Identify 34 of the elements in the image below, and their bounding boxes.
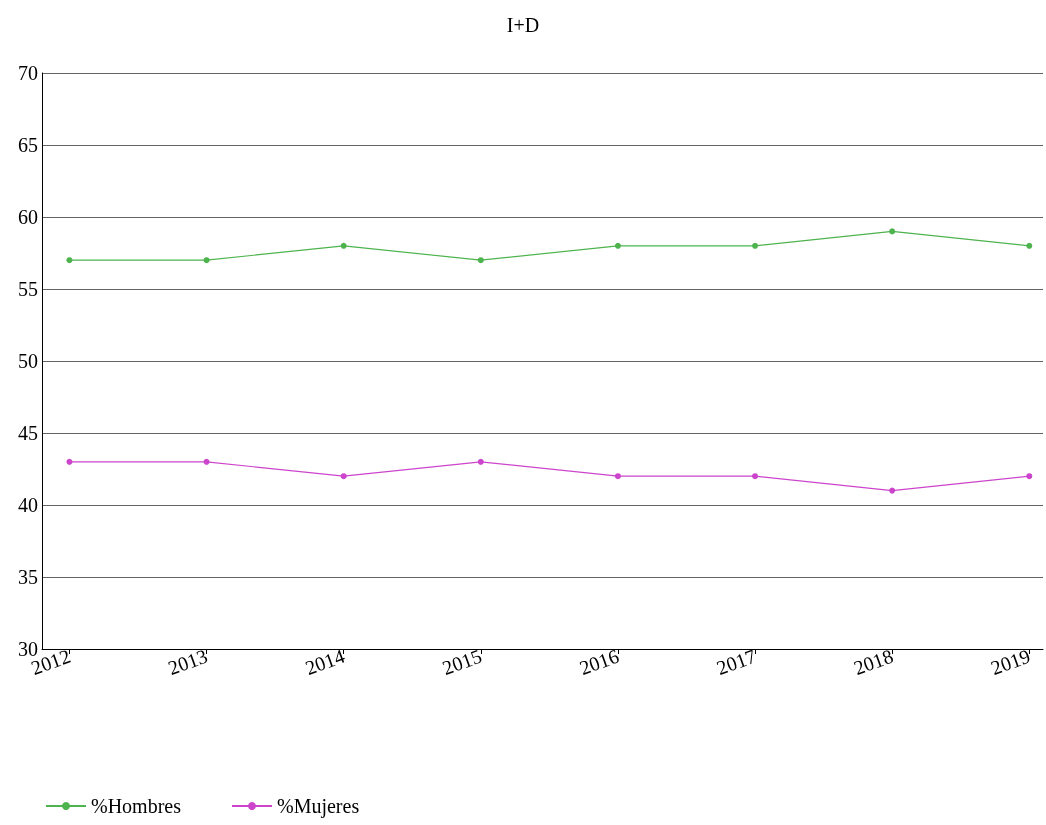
point bbox=[614, 242, 621, 249]
point bbox=[203, 257, 210, 264]
x-tick-label: 2013 bbox=[165, 644, 211, 680]
point bbox=[66, 257, 73, 264]
point bbox=[340, 473, 347, 480]
legend-label: %Hombres bbox=[91, 795, 182, 817]
point bbox=[752, 473, 759, 480]
point bbox=[614, 473, 621, 480]
x-tick-label: 2018 bbox=[850, 644, 896, 680]
x-tick-label: 2019 bbox=[987, 644, 1034, 680]
point bbox=[203, 458, 210, 465]
point bbox=[477, 458, 484, 465]
y-tick-label: 35 bbox=[18, 566, 38, 588]
y-tick-label: 65 bbox=[18, 134, 38, 156]
point bbox=[66, 458, 73, 465]
point bbox=[1026, 473, 1033, 480]
y-tick-label: 45 bbox=[18, 422, 38, 444]
y-tick-label: 60 bbox=[18, 206, 38, 228]
legend-label: %Mujeres bbox=[276, 795, 360, 818]
point bbox=[477, 257, 484, 264]
point bbox=[340, 242, 347, 249]
point bbox=[889, 228, 896, 235]
x-tick-label: 2017 bbox=[713, 644, 759, 680]
y-tick-label: 40 bbox=[18, 494, 38, 516]
x-tick-label: 2015 bbox=[439, 644, 485, 680]
chart-title: I+D bbox=[506, 14, 540, 36]
x-tick-label: 2016 bbox=[576, 644, 622, 680]
y-tick-label: 55 bbox=[18, 278, 38, 300]
y-tick-label: 50 bbox=[18, 350, 38, 372]
point bbox=[889, 487, 896, 494]
point bbox=[1026, 242, 1033, 249]
x-tick-label: 2014 bbox=[302, 644, 348, 680]
y-tick-label: 70 bbox=[18, 62, 38, 84]
point bbox=[752, 242, 759, 249]
